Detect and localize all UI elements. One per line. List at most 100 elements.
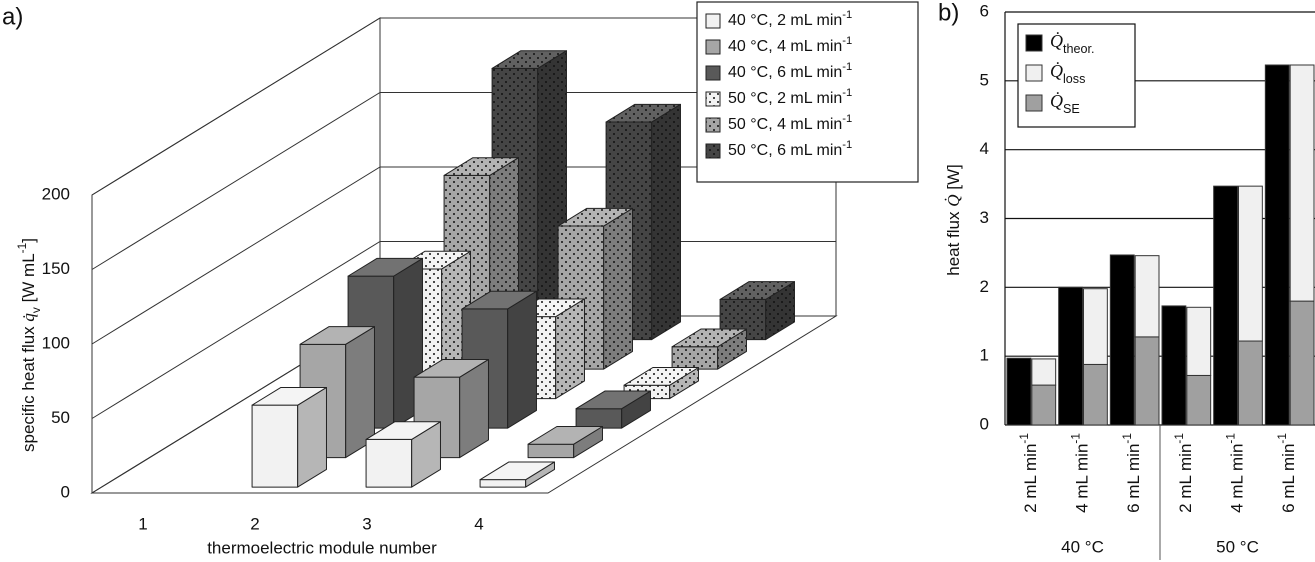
bar [1264, 64, 1290, 426]
legend-label: 50 °C, 6 mL min-1 [728, 139, 852, 159]
grid-line [91, 241, 836, 419]
y-tick-label: 0 [980, 414, 989, 433]
x-tick-label: 3 [362, 514, 371, 533]
bar-top [557, 207, 633, 227]
bar-top [671, 328, 747, 348]
bar [1134, 255, 1160, 338]
x-tick-label: 6 mL min-1 [1120, 433, 1143, 513]
text-part: -1 [1224, 433, 1238, 444]
bar [1058, 286, 1083, 426]
text-part: -1 [842, 113, 852, 125]
text-part: [W mL [19, 253, 38, 307]
text-part: -1 [1275, 433, 1289, 444]
legend-label: 40 °C, 4 mL min-1 [728, 35, 852, 55]
y-tick-label: 6 [980, 1, 989, 20]
text-part: Q̇ [1050, 30, 1063, 51]
z-tick-label: 200 [42, 184, 70, 203]
bar-top [365, 421, 441, 440]
text-part: -1 [1069, 433, 1083, 444]
y-tick-label: 4 [980, 139, 989, 158]
text-part: ] [19, 238, 38, 243]
text-part: 40 °C, 6 mL min [728, 64, 842, 81]
x-tick-label: 4 [474, 514, 483, 533]
group-label: 40 °C [1061, 537, 1104, 556]
grid-line [91, 17, 836, 196]
text-part: 50 °C, 6 mL min [728, 142, 842, 159]
bar [1031, 358, 1057, 386]
text-part: specific heat flux [19, 322, 38, 452]
legend-label: Q̇theor. [1050, 30, 1095, 56]
group-label: 50 °C [1216, 537, 1259, 556]
bar-top [719, 281, 795, 300]
text-part: -1 [842, 61, 852, 73]
bar-side [651, 103, 681, 341]
bar [1031, 384, 1057, 426]
bar-front [479, 479, 527, 488]
y-tick-label: 1 [980, 346, 989, 365]
text-part: 40 °C, 4 mL min [728, 38, 842, 55]
text-part: 6 mL min [1280, 444, 1299, 513]
text-part: 2 mL min [1176, 444, 1195, 513]
bar-top [413, 358, 489, 378]
text-part: 40 °C, 2 mL min [728, 12, 842, 29]
bar [1186, 374, 1212, 426]
legend-label: Q̇SE [1050, 90, 1080, 116]
legend-swatch [1025, 94, 1043, 112]
text-part: v [29, 307, 43, 313]
z-tick-label: 0 [61, 482, 70, 501]
bar-front [365, 438, 413, 488]
bar [1006, 357, 1032, 426]
y-tick-label: 3 [980, 208, 989, 227]
bar-side [507, 290, 537, 429]
text-part: -1 [842, 35, 852, 47]
bar [1134, 336, 1160, 426]
text-part: Q̇ [1050, 90, 1063, 111]
text-part: -1 [842, 87, 852, 99]
grid-line [91, 166, 836, 345]
bar [1213, 185, 1238, 426]
z-tick-label: 150 [42, 259, 70, 278]
bar-top [347, 257, 423, 277]
bar-front [671, 346, 719, 370]
text-part: -1 [842, 9, 852, 21]
text-part: Q̇ [1050, 60, 1063, 81]
legend-swatch [705, 39, 721, 55]
bar-top [299, 326, 375, 345]
bar [1238, 185, 1263, 342]
grid-line [91, 92, 836, 270]
y-axis-label: specific heat flux q̇v [W mL-1] [15, 238, 43, 452]
text-part: theor. [1063, 42, 1095, 56]
text-part: 6 mL min [1125, 444, 1144, 513]
bar [575, 390, 651, 429]
text-part: 50 °C, 2 mL min [728, 90, 842, 107]
x-tick-label: 4 mL min-1 [1069, 433, 1092, 513]
bar [1289, 64, 1315, 302]
bar-top [461, 290, 537, 310]
bar [479, 461, 555, 488]
legend-label: 40 °C, 6 mL min-1 [728, 61, 852, 81]
text-part: -1 [15, 242, 29, 253]
bar [365, 421, 441, 488]
legend-swatch [1025, 64, 1043, 82]
legend-swatch [1025, 34, 1043, 52]
bar-top [623, 366, 699, 386]
text-part: heat flux [944, 207, 963, 276]
bar [1289, 300, 1315, 426]
text-part: q̇ [19, 313, 38, 322]
bar-top [605, 103, 681, 123]
legend-label: 50 °C, 2 mL min-1 [728, 87, 852, 107]
bar [1161, 305, 1187, 426]
bar [1109, 254, 1135, 426]
bar-top [443, 157, 519, 176]
bar [671, 328, 747, 370]
legend-box [696, 1, 919, 183]
bar-top [479, 461, 555, 481]
z-tick-label: 50 [51, 408, 70, 427]
y-axis-label: heat flux Q̇ [W] [944, 164, 964, 276]
bar-side [603, 207, 633, 370]
x-tick-label: 2 mL min-1 [1017, 433, 1040, 513]
text-part: -1 [1120, 433, 1134, 444]
bar [251, 386, 327, 488]
